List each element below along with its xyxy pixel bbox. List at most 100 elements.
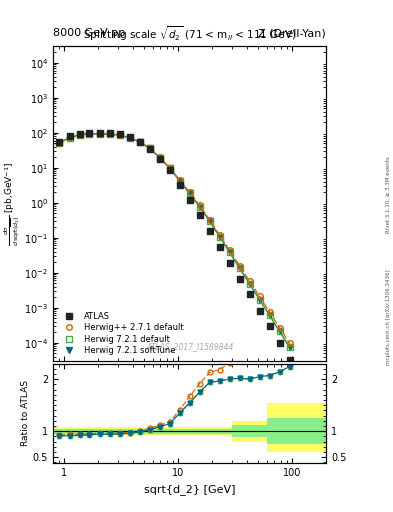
- Herwig 7.2.1 default: [267, 312, 272, 318]
- Herwig 7.2.1 default: [127, 135, 132, 141]
- Herwig 7.2.1 default: [217, 233, 222, 240]
- Herwig 7.2.1 softTune: [187, 190, 192, 197]
- Herwig 7.2.1 softTune: [257, 296, 262, 303]
- Herwig 7.2.1 default: [177, 178, 182, 184]
- Legend: ATLAS, Herwig++ 2.7.1 default, Herwig 7.2.1 default, Herwig 7.2.1 softTune: ATLAS, Herwig++ 2.7.1 default, Herwig 7.…: [57, 310, 185, 357]
- Herwig++ 2.7.1 default: [217, 232, 222, 238]
- ATLAS: [57, 139, 62, 145]
- ATLAS: [97, 130, 102, 136]
- Herwig 7.2.1 default: [197, 204, 202, 210]
- Text: Rivet 3.1.10, ≥ 3.3M events: Rivet 3.1.10, ≥ 3.3M events: [386, 156, 391, 233]
- ATLAS: [227, 260, 232, 266]
- Herwig++ 2.7.1 default: [137, 139, 142, 145]
- Herwig 7.2.1 softTune: [287, 344, 292, 350]
- Herwig++ 2.7.1 default: [257, 293, 262, 300]
- Herwig 7.2.1 default: [87, 131, 92, 137]
- Text: 8000 GeV pp: 8000 GeV pp: [53, 28, 125, 38]
- ATLAS: [257, 307, 262, 313]
- Herwig++ 2.7.1 default: [127, 135, 132, 141]
- Herwig++ 2.7.1 default: [157, 154, 162, 160]
- Herwig++ 2.7.1 default: [147, 145, 152, 151]
- ATLAS: [187, 197, 192, 203]
- Herwig 7.2.1 softTune: [267, 312, 272, 318]
- Herwig 7.2.1 softTune: [247, 281, 252, 287]
- Herwig 7.2.1 softTune: [137, 139, 142, 145]
- Herwig++ 2.7.1 default: [87, 131, 92, 137]
- Herwig++ 2.7.1 default: [57, 140, 62, 146]
- X-axis label: sqrt{d_2} [GeV]: sqrt{d_2} [GeV]: [144, 484, 235, 495]
- ATLAS: [237, 275, 242, 282]
- Herwig++ 2.7.1 default: [207, 217, 212, 223]
- Herwig 7.2.1 default: [97, 131, 102, 137]
- Herwig 7.2.1 default: [57, 140, 62, 146]
- Herwig 7.2.1 default: [237, 265, 242, 271]
- Herwig++ 2.7.1 default: [197, 202, 202, 208]
- Herwig 7.2.1 softTune: [127, 135, 132, 141]
- ATLAS: [67, 133, 72, 139]
- Y-axis label: $\frac{d\sigma}{d\,\mathrm{sqrt}(\overline{d_2})}$ [pb,GeV$^{-1}$]: $\frac{d\sigma}{d\,\mathrm{sqrt}(\overli…: [2, 161, 21, 246]
- ATLAS: [147, 145, 152, 152]
- Herwig++ 2.7.1 default: [97, 131, 102, 137]
- Herwig 7.2.1 softTune: [107, 131, 112, 137]
- Herwig 7.2.1 softTune: [77, 132, 82, 138]
- Text: Z (Drell-Yan): Z (Drell-Yan): [259, 28, 326, 38]
- Herwig 7.2.1 default: [287, 344, 292, 350]
- Herwig++ 2.7.1 default: [277, 325, 282, 331]
- Herwig 7.2.1 softTune: [167, 165, 172, 172]
- Herwig++ 2.7.1 default: [117, 132, 122, 138]
- Line: Herwig++ 2.7.1 default: Herwig++ 2.7.1 default: [57, 131, 292, 346]
- ATLAS: [177, 182, 182, 188]
- ATLAS: [127, 134, 132, 140]
- Herwig 7.2.1 softTune: [147, 145, 152, 152]
- Herwig 7.2.1 default: [77, 132, 82, 138]
- Herwig 7.2.1 softTune: [277, 328, 282, 334]
- Herwig 7.2.1 softTune: [157, 155, 162, 161]
- ATLAS: [157, 156, 162, 162]
- Herwig 7.2.1 softTune: [97, 131, 102, 137]
- Herwig 7.2.1 softTune: [117, 132, 122, 138]
- Herwig++ 2.7.1 default: [177, 177, 182, 183]
- ATLAS: [267, 324, 272, 330]
- Herwig 7.2.1 softTune: [197, 204, 202, 210]
- Herwig 7.2.1 softTune: [227, 249, 232, 255]
- Herwig++ 2.7.1 default: [267, 309, 272, 315]
- ATLAS: [117, 131, 122, 137]
- ATLAS: [107, 130, 112, 136]
- Title: Splitting scale $\sqrt{d_2}$ (71 < m$_{ll}$ < 111 GeV): Splitting scale $\sqrt{d_2}$ (71 < m$_{l…: [83, 24, 296, 43]
- Herwig 7.2.1 default: [107, 131, 112, 137]
- Herwig 7.2.1 softTune: [67, 135, 72, 141]
- Herwig 7.2.1 default: [247, 281, 252, 287]
- Herwig 7.2.1 default: [207, 218, 212, 224]
- Herwig 7.2.1 default: [147, 145, 152, 152]
- Herwig 7.2.1 softTune: [87, 131, 92, 137]
- Herwig 7.2.1 softTune: [237, 265, 242, 271]
- ATLAS: [77, 131, 82, 137]
- ATLAS: [197, 212, 202, 218]
- Herwig 7.2.1 default: [137, 139, 142, 145]
- Herwig++ 2.7.1 default: [287, 340, 292, 347]
- Herwig 7.2.1 default: [117, 132, 122, 138]
- Herwig 7.2.1 default: [167, 165, 172, 172]
- ATLAS: [277, 340, 282, 346]
- Herwig 7.2.1 default: [67, 135, 72, 141]
- Herwig 7.2.1 default: [257, 296, 262, 303]
- ATLAS: [137, 139, 142, 145]
- ATLAS: [217, 244, 222, 250]
- Text: mcplots.cern.ch [arXiv:1306.3436]: mcplots.cern.ch [arXiv:1306.3436]: [386, 270, 391, 365]
- Herwig 7.2.1 default: [157, 155, 162, 161]
- ATLAS: [87, 130, 92, 136]
- Y-axis label: Ratio to ATLAS: Ratio to ATLAS: [21, 380, 30, 446]
- Herwig 7.2.1 softTune: [57, 140, 62, 146]
- ATLAS: [207, 228, 212, 234]
- Line: ATLAS: ATLAS: [56, 130, 293, 362]
- ATLAS: [167, 167, 172, 173]
- Herwig 7.2.1 default: [187, 190, 192, 197]
- Herwig++ 2.7.1 default: [107, 131, 112, 137]
- Herwig 7.2.1 default: [227, 249, 232, 255]
- Line: Herwig 7.2.1 default: Herwig 7.2.1 default: [57, 131, 292, 350]
- Herwig++ 2.7.1 default: [167, 165, 172, 171]
- Herwig++ 2.7.1 default: [227, 247, 232, 253]
- Text: ATLAS_2017_I1589844: ATLAS_2017_I1589844: [146, 343, 233, 352]
- Herwig++ 2.7.1 default: [77, 132, 82, 138]
- Herwig 7.2.1 softTune: [217, 233, 222, 240]
